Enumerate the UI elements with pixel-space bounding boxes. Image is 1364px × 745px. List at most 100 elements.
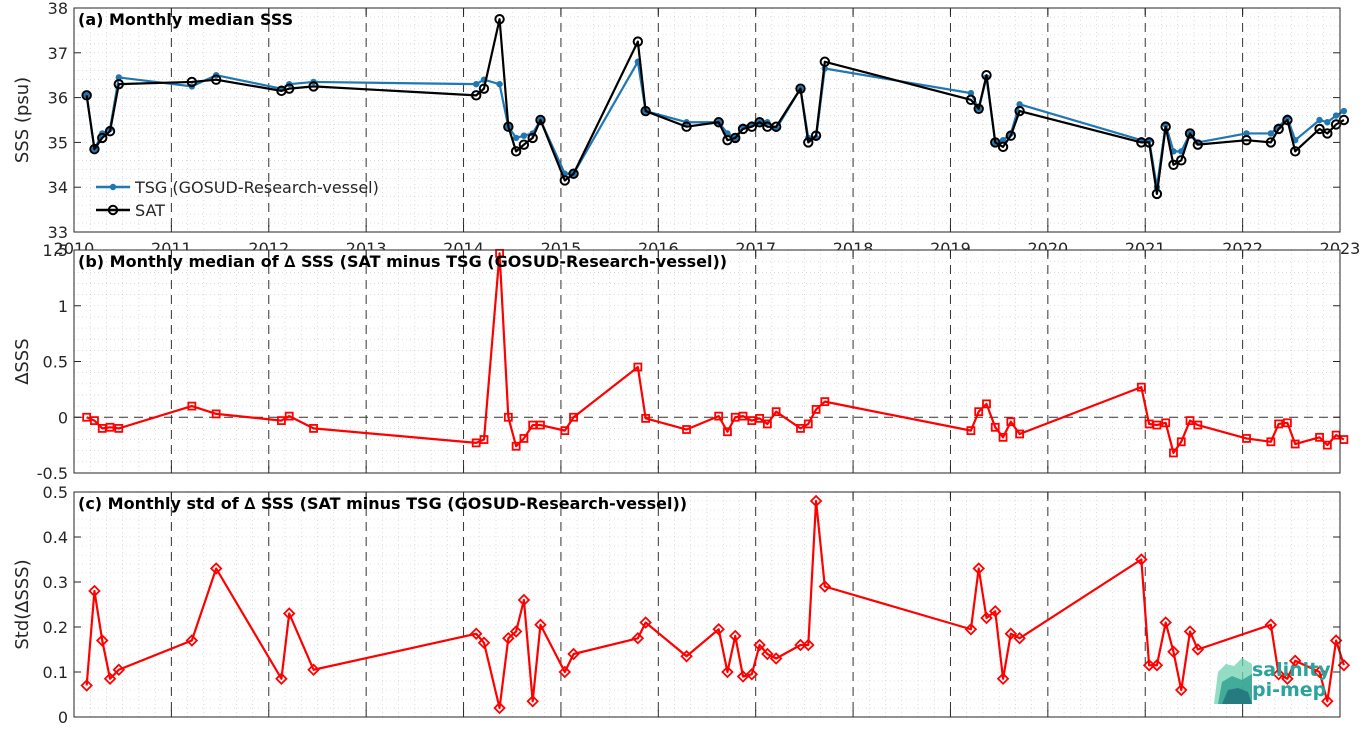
y-tick-label: 0.3 bbox=[43, 573, 68, 592]
data-point bbox=[809, 494, 823, 508]
panel-title: (b) Monthly median of ∆ SSS (SAT minus T… bbox=[78, 252, 727, 271]
data-point bbox=[496, 80, 503, 88]
data-point bbox=[1151, 188, 1163, 200]
axes-frame bbox=[73, 491, 1341, 718]
data-point bbox=[1161, 418, 1171, 428]
data-point bbox=[1338, 114, 1350, 126]
data-point bbox=[568, 168, 579, 179]
data-point bbox=[1015, 429, 1025, 439]
data-point bbox=[1267, 130, 1275, 137]
data-point bbox=[535, 114, 546, 126]
data-point bbox=[510, 146, 522, 157]
data-point bbox=[1329, 634, 1343, 647]
data-point bbox=[1273, 123, 1284, 135]
data-point bbox=[1243, 130, 1250, 137]
data-point bbox=[728, 629, 742, 643]
data-point bbox=[1176, 437, 1186, 447]
data-point bbox=[512, 134, 520, 142]
data-point bbox=[723, 427, 732, 437]
data-point bbox=[1160, 121, 1171, 132]
data-point bbox=[996, 672, 1010, 686]
data-point bbox=[795, 83, 806, 94]
y-tick-label: 0.1 bbox=[43, 663, 68, 682]
data-point bbox=[988, 604, 1002, 618]
y-tick-label: 38 bbox=[48, 0, 68, 18]
data-point bbox=[1192, 139, 1204, 150]
y-tick-label: -0.5 bbox=[37, 464, 68, 483]
data-point bbox=[1314, 123, 1325, 135]
data-point bbox=[80, 679, 93, 692]
series-line bbox=[85, 499, 1345, 710]
data-point bbox=[1006, 417, 1016, 427]
data-point bbox=[469, 627, 483, 641]
data-point bbox=[1290, 439, 1300, 449]
data-point bbox=[1324, 119, 1331, 126]
data-point bbox=[1174, 683, 1188, 697]
series-0 bbox=[82, 248, 1349, 458]
data-point bbox=[520, 132, 528, 139]
data-point bbox=[713, 117, 724, 128]
data-point bbox=[999, 136, 1007, 144]
data-point bbox=[559, 175, 571, 186]
panel-c: 0 0.1 0.2 0.3 0.4 0.5 (c) Monthly std of ∆ SSS… bbox=[12, 483, 1351, 727]
y-tick-label: 1 bbox=[58, 297, 68, 316]
series-0 bbox=[80, 494, 1351, 715]
y-tick-label: 0 bbox=[58, 708, 68, 727]
salinity-pimep-logo: salinity pi-mep bbox=[1214, 658, 1331, 704]
y-tick-label: 33 bbox=[48, 223, 68, 242]
data-point bbox=[284, 411, 294, 421]
y-axis-label: SSS (psu) bbox=[12, 77, 33, 163]
data-point bbox=[209, 562, 223, 575]
y-tick-label: 0 bbox=[58, 408, 68, 427]
legend-tsg-marker bbox=[109, 183, 117, 191]
legend-tsg-label: TSG (GOSUD-Research-vessel) bbox=[134, 178, 379, 197]
data-point bbox=[712, 622, 725, 636]
y-tick-label: 0.2 bbox=[43, 618, 68, 637]
data-point bbox=[511, 441, 521, 451]
axes-frame bbox=[73, 249, 1341, 474]
data-point bbox=[730, 132, 741, 144]
data-point bbox=[1183, 625, 1197, 638]
data-point bbox=[95, 634, 109, 647]
data-point bbox=[964, 622, 978, 636]
data-point bbox=[1290, 146, 1301, 157]
data-point bbox=[681, 121, 692, 132]
data-point bbox=[631, 631, 645, 645]
y-tick-label: 0.4 bbox=[43, 528, 68, 547]
data-point bbox=[682, 425, 691, 434]
data-point bbox=[811, 405, 821, 414]
data-point bbox=[770, 121, 782, 132]
data-point bbox=[761, 647, 774, 661]
data-point bbox=[771, 407, 781, 417]
data-point bbox=[1315, 432, 1324, 442]
data-point bbox=[1167, 645, 1180, 659]
data-point bbox=[277, 416, 286, 425]
data-point bbox=[308, 81, 319, 92]
data-point bbox=[1013, 631, 1026, 645]
data-point bbox=[965, 94, 977, 106]
data-point bbox=[967, 89, 975, 97]
data-point bbox=[1135, 553, 1148, 566]
data-point bbox=[1150, 658, 1164, 672]
data-point bbox=[721, 665, 734, 679]
y-axis-label: ∆SSS bbox=[12, 338, 33, 385]
data-point bbox=[738, 411, 748, 421]
data-point bbox=[526, 694, 539, 708]
minor-grid bbox=[74, 250, 1340, 473]
data-point bbox=[639, 616, 652, 629]
data-point bbox=[518, 139, 530, 150]
data-point bbox=[282, 607, 296, 620]
legend-sat-label: SAT bbox=[135, 201, 165, 220]
data-point bbox=[97, 132, 108, 144]
y-tick-label: 1.5 bbox=[43, 241, 68, 260]
data-point bbox=[755, 413, 764, 423]
y-tick-label: 0.5 bbox=[43, 353, 68, 372]
data-point bbox=[1322, 128, 1333, 139]
minor-grid bbox=[74, 492, 1340, 717]
data-point bbox=[105, 422, 115, 432]
data-point bbox=[762, 419, 772, 429]
series-line bbox=[86, 252, 1345, 455]
data-point bbox=[1332, 112, 1340, 119]
data-point bbox=[1282, 114, 1293, 126]
